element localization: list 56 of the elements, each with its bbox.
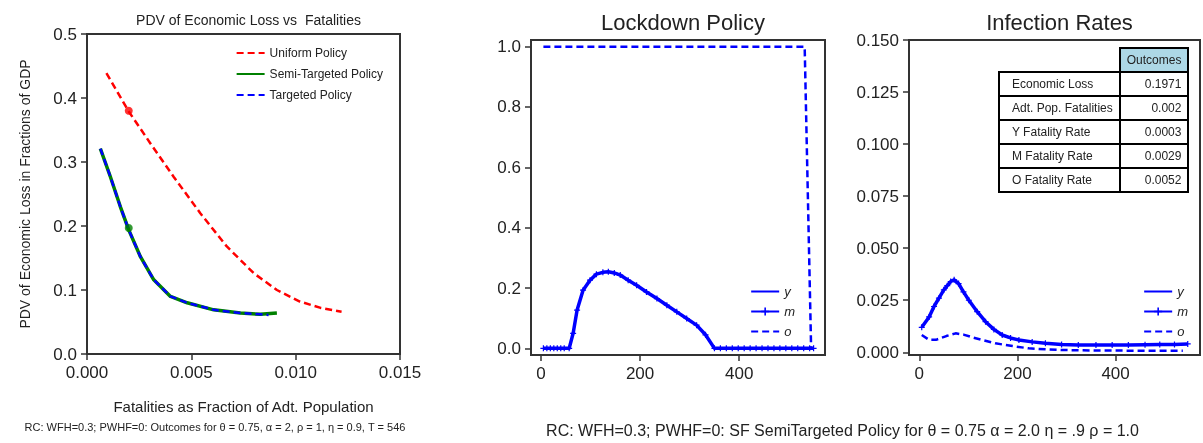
x-tick-label: 0.015 [378, 363, 422, 382]
y-tick-label: 0.4 [497, 218, 521, 238]
legend-label: m [1177, 304, 1189, 319]
y-tick-label: 0.2 [53, 216, 77, 236]
y-tick-label: 0.150 [856, 30, 899, 50]
y-tick-label: 0.6 [497, 157, 521, 177]
data-label: 0.002 [1119, 96, 1189, 120]
y-tick-label: 0.100 [856, 134, 899, 154]
x-tick-label: 0.005 [170, 363, 213, 382]
data-label: 0.0052 [1119, 168, 1189, 192]
category-label: Economic Loss [999, 72, 1120, 96]
y-tick-label: 0.5 [53, 24, 77, 44]
legend-label: o [784, 324, 792, 339]
legend-label: y [783, 284, 793, 299]
y-tick-label: 0.000 [856, 342, 899, 362]
chart-title: Lockdown Policy [601, 9, 765, 35]
y-tick-label: 0.1 [53, 280, 77, 300]
y-tick-label: 0.2 [497, 278, 521, 298]
data-label: 0.0029 [1119, 144, 1189, 168]
text: RC: WFH=0.3; PWHF=0: SF SemiTargeted Policy for θ = 0.75 α = 2.0 η = .9 ρ = 1.0 [545, 422, 1140, 440]
y-tick-label: 0.075 [856, 186, 899, 206]
x-tick-label: 200 [1003, 364, 1032, 383]
category-label: O Fatality Rate [999, 168, 1120, 192]
y-axis-title: PDV of Economic Loss in Fractions of GDP [17, 59, 33, 329]
x-tick-label: 0 [536, 364, 546, 383]
legend-label: y [1176, 284, 1186, 299]
x-axis-title: Fatalities as Fraction of Adt. Population [113, 398, 374, 415]
y-tick-label: 0.125 [856, 82, 899, 102]
legend-label: o [1177, 324, 1185, 339]
chart-title: PDV of Economic Loss vs Fatalities [136, 12, 361, 28]
y-tick-label: 0.8 [497, 97, 521, 117]
data-label: 0.0003 [1119, 120, 1189, 144]
y-tick-label: 0.3 [53, 152, 77, 172]
legend-label: m [784, 304, 796, 319]
y-tick-label: 0.050 [856, 238, 899, 258]
data-label: 0.1971 [1119, 72, 1189, 96]
category-label: Y Fatality Rate [999, 120, 1120, 144]
legend-label: Semi-Targeted Policy [269, 67, 384, 81]
x-tick-label: 0 [914, 364, 925, 383]
y-tick-label: 0.025 [856, 290, 899, 310]
y-tick-label: 1.0 [497, 37, 521, 57]
legend-label: Targeted Policy [269, 88, 352, 102]
x-tick-label: 0.000 [65, 363, 109, 382]
y-tick-label: 0.0 [497, 338, 521, 358]
x-tick-label: 200 [625, 364, 655, 383]
x-tick-label: 0.010 [274, 363, 317, 382]
text: RC: WFH=0.3; PWHF=0: Outcomes for θ = 0.75, α = 2, ρ = 1, η = 0.9, T = 546 [23, 421, 407, 433]
x-tick-label: 400 [1101, 364, 1130, 383]
category-label: M Fatality Rate [999, 144, 1120, 168]
chart-title: Infection Rates [986, 9, 1133, 35]
category-label: Adt. Pop. Fatalities [999, 96, 1120, 120]
text: Outcomes [1119, 48, 1189, 72]
legend-label: Uniform Policy [269, 46, 347, 60]
x-tick-label: 400 [725, 364, 754, 383]
y-tick-label: 0.4 [53, 88, 77, 108]
y-tick-label: 0.0 [53, 344, 77, 364]
